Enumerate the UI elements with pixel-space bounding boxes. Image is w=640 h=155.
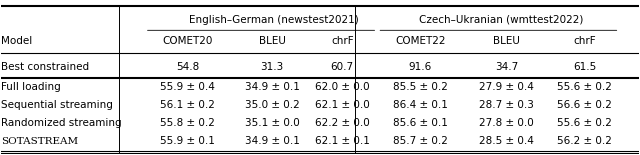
Text: 27.8 ± 0.0: 27.8 ± 0.0	[479, 118, 534, 128]
Text: COMET22: COMET22	[395, 36, 445, 46]
Text: 55.6 ± 0.2: 55.6 ± 0.2	[557, 82, 612, 92]
Text: 55.8 ± 0.2: 55.8 ± 0.2	[161, 118, 215, 128]
Text: Czech–Ukranian (wmttest2022): Czech–Ukranian (wmttest2022)	[419, 15, 584, 25]
Text: SOTASTREAM: SOTASTREAM	[1, 137, 79, 146]
Text: BLEU: BLEU	[259, 36, 285, 46]
Text: 56.1 ± 0.2: 56.1 ± 0.2	[161, 100, 215, 110]
Text: 62.0 ± 0.0: 62.0 ± 0.0	[315, 82, 370, 92]
Text: 56.2 ± 0.2: 56.2 ± 0.2	[557, 136, 612, 146]
Text: 61.5: 61.5	[573, 62, 596, 72]
Text: 62.1 ± 0.1: 62.1 ± 0.1	[315, 136, 370, 146]
Text: 91.6: 91.6	[409, 62, 432, 72]
Text: 60.7: 60.7	[331, 62, 354, 72]
Text: 62.1 ± 0.0: 62.1 ± 0.0	[315, 100, 370, 110]
Text: 34.7: 34.7	[495, 62, 518, 72]
Text: Randomized streaming: Randomized streaming	[1, 118, 122, 128]
Text: 85.5 ± 0.2: 85.5 ± 0.2	[393, 82, 448, 92]
Text: 86.4 ± 0.1: 86.4 ± 0.1	[393, 100, 448, 110]
Text: 56.6 ± 0.2: 56.6 ± 0.2	[557, 100, 612, 110]
Text: 34.9 ± 0.1: 34.9 ± 0.1	[244, 136, 300, 146]
Text: BLEU: BLEU	[493, 36, 520, 46]
Text: Full loading: Full loading	[1, 82, 61, 92]
Text: 85.6 ± 0.1: 85.6 ± 0.1	[393, 118, 448, 128]
Text: chrF: chrF	[573, 36, 596, 46]
Text: Best constrained: Best constrained	[1, 62, 90, 72]
Text: 85.7 ± 0.2: 85.7 ± 0.2	[393, 136, 448, 146]
Text: 35.1 ± 0.0: 35.1 ± 0.0	[245, 118, 300, 128]
Text: 31.3: 31.3	[260, 62, 284, 72]
Text: English–German (newstest2021): English–German (newstest2021)	[189, 15, 358, 25]
Text: 34.9 ± 0.1: 34.9 ± 0.1	[244, 82, 300, 92]
Text: 55.9 ± 0.1: 55.9 ± 0.1	[161, 136, 215, 146]
Text: 54.8: 54.8	[176, 62, 200, 72]
Text: 28.7 ± 0.3: 28.7 ± 0.3	[479, 100, 534, 110]
Text: chrF: chrF	[331, 36, 354, 46]
Text: 55.9 ± 0.4: 55.9 ± 0.4	[161, 82, 215, 92]
Text: 62.2 ± 0.0: 62.2 ± 0.0	[315, 118, 370, 128]
Text: Model: Model	[1, 36, 33, 46]
Text: COMET20: COMET20	[163, 36, 213, 46]
Text: 55.6 ± 0.2: 55.6 ± 0.2	[557, 118, 612, 128]
Text: 27.9 ± 0.4: 27.9 ± 0.4	[479, 82, 534, 92]
Text: 28.5 ± 0.4: 28.5 ± 0.4	[479, 136, 534, 146]
Text: Sequential streaming: Sequential streaming	[1, 100, 113, 110]
Text: 35.0 ± 0.2: 35.0 ± 0.2	[245, 100, 300, 110]
